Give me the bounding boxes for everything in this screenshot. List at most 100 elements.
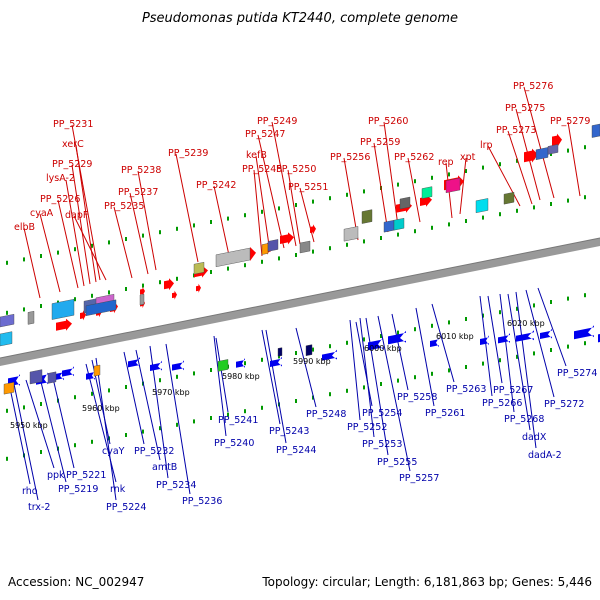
gene-label-top[interactable]: PP_5256	[330, 152, 370, 163]
gene-label-top[interactable]: PP_5229	[52, 159, 92, 170]
connector-line	[537, 287, 567, 367]
gene-label-top[interactable]: PP_5238	[121, 165, 161, 176]
track-dot	[397, 182, 399, 187]
track-dot	[227, 266, 229, 271]
gene-label-bottom[interactable]: PP_5252	[347, 422, 387, 433]
connector-line	[253, 169, 263, 257]
track-dot	[431, 323, 433, 328]
gene-label-bottom[interactable]: trx-2	[28, 502, 50, 513]
track-dot	[397, 378, 399, 383]
gene-label-bottom[interactable]: PP_5253	[362, 439, 402, 450]
gene-label-top[interactable]: PP_5276	[513, 81, 553, 92]
gene-label-top[interactable]: PP_5235	[104, 201, 144, 212]
gene-label-bottom[interactable]: PP_5234	[156, 480, 196, 491]
connector-line	[135, 349, 161, 461]
gene-label-top[interactable]: PP_5237	[118, 187, 158, 198]
gene-label-bottom[interactable]: PP_5254	[362, 408, 402, 419]
gene-label-top[interactable]: PP_5239	[168, 148, 208, 159]
track-dot	[227, 412, 229, 417]
track-dot	[414, 229, 416, 234]
track-dot	[108, 388, 110, 393]
gene-label-bottom[interactable]: PP_5236	[182, 496, 222, 507]
connector-line	[137, 170, 157, 271]
gene-label-top[interactable]: PP_5242	[196, 180, 236, 191]
gene-label-top[interactable]: lysA-2	[46, 173, 75, 184]
gene-label-top[interactable]: elbB	[14, 222, 35, 233]
gene-label-bottom[interactable]: PP_5261	[425, 408, 465, 419]
gene-label-bottom[interactable]: ppk	[47, 470, 65, 481]
track-dot	[346, 242, 348, 247]
gene-label-bottom[interactable]: PP_5221	[66, 470, 106, 481]
track-dot	[363, 385, 365, 390]
gene-label-top[interactable]: xerC	[62, 139, 84, 150]
gene-label-bottom[interactable]: cyaY	[102, 446, 125, 457]
gene-label-bottom[interactable]: PP_5255	[377, 457, 417, 468]
reverse-gene-arrow	[128, 357, 140, 368]
gene-label-top[interactable]: PP_5260	[368, 116, 408, 127]
gene-box	[267, 239, 279, 252]
gene-label-bottom[interactable]: PP_5224	[106, 502, 146, 513]
gene-label-top[interactable]: PP_5273	[496, 125, 536, 136]
axis-tick-label: 5950 kbp	[10, 421, 48, 430]
gene-label-bottom[interactable]: PP_5268	[504, 414, 544, 425]
gene-label-bottom[interactable]: PP_5244	[276, 445, 316, 456]
gene-label-bottom[interactable]: rho	[22, 486, 38, 497]
gene-label-top[interactable]: PP_5279	[550, 116, 590, 127]
gene-label-bottom[interactable]: PP_5266	[482, 398, 522, 409]
track-dot	[465, 219, 467, 223]
connector-line	[487, 145, 521, 207]
gene-label-top[interactable]: rep	[438, 157, 454, 168]
track-dot	[193, 223, 195, 228]
gene-label-top[interactable]: kefB	[246, 150, 267, 161]
gene-label-bottom[interactable]: PP_5274	[557, 368, 597, 379]
track-dot	[193, 419, 195, 424]
gene-label-bottom[interactable]: PP_5240	[214, 438, 254, 449]
gene-label-top[interactable]: PP_5262	[394, 152, 434, 163]
gene-label-bottom[interactable]: rnk	[110, 484, 126, 495]
track-dot	[6, 310, 8, 315]
reverse-gene-arrow	[236, 358, 245, 368]
track-dot	[91, 391, 93, 396]
gene-label-top[interactable]: lrp	[480, 140, 493, 151]
forward-gene-arrow	[56, 318, 72, 331]
gene-label-top[interactable]: dapF	[65, 210, 88, 221]
track-dot	[448, 320, 450, 325]
gene-label-top[interactable]: PP_5226	[40, 194, 80, 205]
gene-label-top[interactable]: PP_5251	[288, 182, 328, 193]
track-dot	[448, 368, 450, 373]
track-dot	[91, 243, 93, 248]
gene-label-top[interactable]: PP_5259	[360, 137, 400, 148]
gene-label-bottom[interactable]: PP_5272	[544, 399, 584, 410]
gene-label-bottom[interactable]: dadX	[522, 432, 547, 443]
track-dot	[550, 202, 552, 206]
gene-label-top[interactable]: PP_5245	[242, 164, 282, 175]
gene-label-bottom[interactable]: dadA-2	[528, 450, 562, 461]
gene-label-top[interactable]: PP_5275	[505, 103, 545, 114]
page-title: Pseudomonas putida KT2440, complete geno…	[142, 11, 458, 26]
track-dot	[57, 250, 59, 255]
gene-box	[193, 261, 205, 275]
gene-label-top[interactable]: cyaA	[30, 208, 54, 219]
gene-label-bottom[interactable]: PP_5263	[446, 384, 486, 395]
gene-label-bottom[interactable]: amtB	[152, 462, 177, 473]
label-connectors	[9, 86, 581, 501]
gene-box	[47, 371, 57, 384]
gene-label-bottom[interactable]: PP_5232	[134, 446, 174, 457]
gene-label-bottom[interactable]: PP_5267	[493, 385, 533, 396]
reverse-gene-arrow	[516, 330, 534, 342]
gene-label-bottom[interactable]: PP_5257	[399, 473, 439, 484]
gene-label-top[interactable]: PP_5250	[276, 164, 316, 175]
gene-features	[0, 123, 600, 395]
gene-label-top[interactable]: PP_5231	[53, 119, 93, 130]
connector-line	[65, 179, 85, 287]
gene-label-top[interactable]: PP_5247	[245, 129, 285, 140]
gene-label-bottom[interactable]: PP_5219	[58, 484, 98, 495]
gene-label-bottom[interactable]: PP_5258	[397, 392, 437, 403]
gene-label-top[interactable]: PP_5249	[257, 116, 297, 127]
track-dot	[516, 354, 518, 359]
gene-label-bottom[interactable]: PP_5248	[306, 409, 346, 420]
gene-label-top[interactable]: xpt	[460, 152, 476, 163]
gene-label-bottom[interactable]: PP_5243	[269, 426, 309, 437]
gene-label-bottom[interactable]: PP_5241	[218, 415, 258, 426]
